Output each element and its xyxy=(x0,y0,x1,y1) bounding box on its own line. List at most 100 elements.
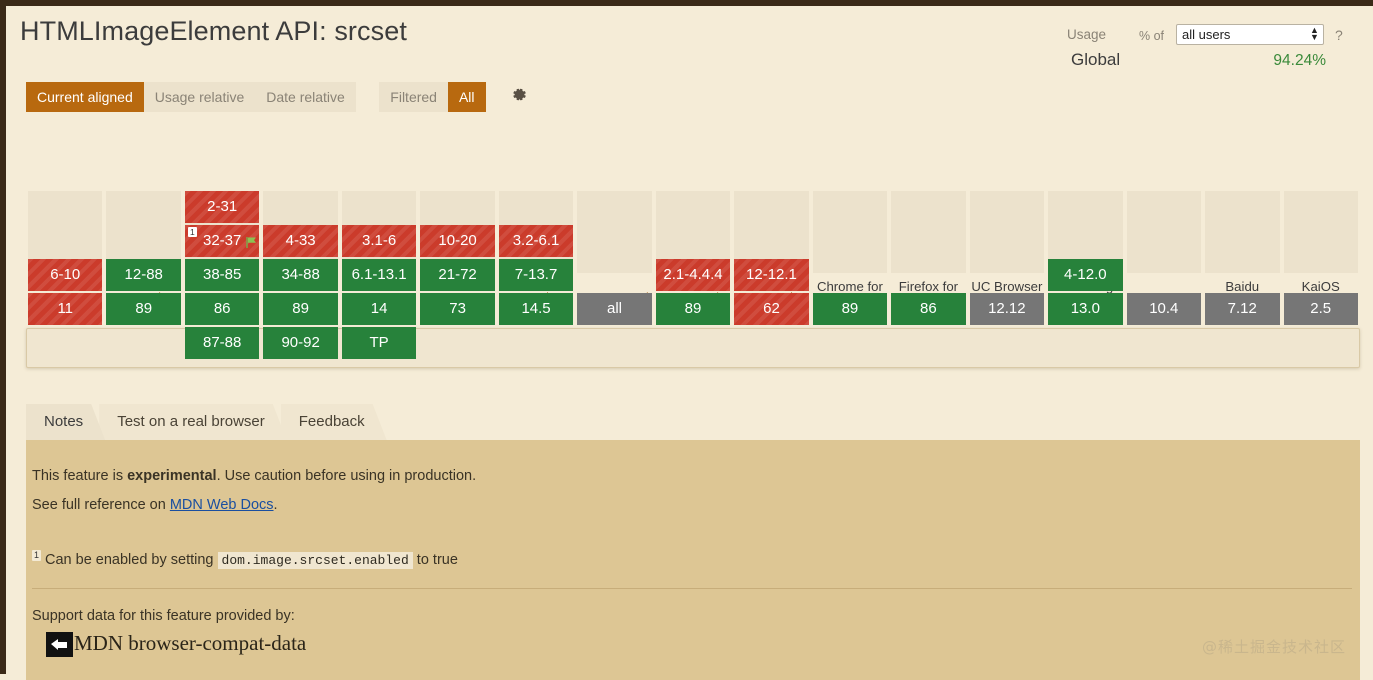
version-cell[interactable]: 32-37 1 xyxy=(184,225,260,257)
browser-column-baidu-browser[interactable]: Baidu Browser7.12 xyxy=(1203,126,1281,371)
divider xyxy=(32,588,1352,589)
user-scope-select-wrap: all userstracked desktop browsers ▲▼ xyxy=(1176,24,1324,45)
version-label: 2-31 xyxy=(207,198,238,215)
browser-support-table: IE6-1011Edge*12-8889Firefox2-3132-37138-… xyxy=(26,126,1360,371)
version-cell[interactable]: all xyxy=(577,293,652,325)
version-label: 87-88 xyxy=(202,334,242,351)
version-cell[interactable]: 2-31 xyxy=(184,191,260,223)
version-cell[interactable]: 3.1-6 xyxy=(341,225,417,257)
version-cell[interactable]: 4-33 xyxy=(263,225,338,257)
help-icon[interactable]: ? xyxy=(1335,27,1343,43)
version-cell[interactable]: 12-88 xyxy=(106,259,181,291)
browser-version-cells: 86 xyxy=(889,191,967,371)
view-date-relative[interactable]: Date relative xyxy=(255,82,356,112)
version-cell[interactable]: 87-88 xyxy=(184,327,260,359)
version-label: 6.1-13.1 xyxy=(351,266,407,283)
version-cell[interactable]: 10-20 xyxy=(420,225,495,257)
footnote-pref-code: dom.image.srcset.enabled xyxy=(217,552,413,569)
version-cell[interactable]: 13.0 xyxy=(1048,293,1123,325)
version-cell[interactable]: 14.5 xyxy=(498,293,574,325)
version-cell[interactable]: 73 xyxy=(420,293,495,325)
version-label: 32-37 xyxy=(202,232,242,249)
browser-column-opera-mini[interactable]: Opera Mini*all xyxy=(575,126,653,371)
footnote-marker-icon[interactable]: 1 xyxy=(187,227,197,237)
version-cell[interactable]: 89 xyxy=(655,293,731,325)
version-label: 90-92 xyxy=(281,334,320,351)
column-backdrop xyxy=(1205,191,1280,273)
browser-column-kaios-browser[interactable]: KaiOS Browser2.5 xyxy=(1282,126,1360,371)
user-scope-select[interactable]: all userstracked desktop browsers xyxy=(1176,24,1324,45)
version-cell[interactable]: 62 xyxy=(734,293,809,325)
version-cell[interactable]: 90-92 xyxy=(263,327,338,359)
browser-column-firefox-for-android[interactable]: Firefox for Android86 xyxy=(889,126,967,371)
tab-feedback[interactable]: Feedback xyxy=(281,404,387,440)
version-cell[interactable]: 21-72 xyxy=(420,259,495,291)
version-label: 62 xyxy=(763,300,780,317)
filter-filtered[interactable]: Filtered xyxy=(379,82,448,112)
usage-label: Usage xyxy=(1067,27,1107,42)
version-cell[interactable]: 7-13.7 xyxy=(498,259,574,291)
version-cell[interactable]: 10.4 xyxy=(1126,293,1202,325)
view-current-aligned[interactable]: Current aligned xyxy=(26,82,144,112)
version-cell[interactable]: 11 xyxy=(28,293,103,325)
version-label: 7.12 xyxy=(1227,300,1257,317)
view-toolbar: Current aligned Usage relative Date relati… xyxy=(26,82,528,112)
version-cell[interactable]: 7.12 xyxy=(1205,293,1280,325)
version-label: 89 xyxy=(135,300,153,317)
browser-version-cells: 7.12 xyxy=(1203,191,1281,371)
version-cell[interactable]: 6.1-13.1 xyxy=(341,259,417,291)
version-cell[interactable]: 2.1-4.4.4 xyxy=(655,259,731,291)
browser-column-opera-mobile[interactable]: Opera Mobile*12-12.162 xyxy=(732,126,810,371)
version-cell[interactable]: 12.12 xyxy=(969,293,1045,325)
filter-all[interactable]: All xyxy=(447,82,486,112)
version-cell[interactable]: 14 xyxy=(341,293,417,325)
browser-column-uc-browser-for-android[interactable]: UC Browser for Android12.12 xyxy=(968,126,1046,371)
version-cell[interactable]: 34-88 xyxy=(263,259,338,291)
version-label: 4-33 xyxy=(285,232,316,249)
footnote-1: 1 Can be enabled by setting dom.image.src… xyxy=(32,550,458,571)
version-cell[interactable]: TP xyxy=(341,327,417,359)
version-label: 3.2-6.1 xyxy=(512,232,560,249)
version-label: 2.1-4.4.4 xyxy=(663,266,723,283)
browser-column-qq-browser[interactable]: QQ Browser10.4 xyxy=(1125,126,1203,371)
tab-test-on-a-real-browser[interactable]: Test on a real browser xyxy=(99,404,287,440)
browser-column-samsung-internet[interactable]: Samsung Internet4-12.013.0 xyxy=(1046,126,1124,371)
version-label: 89 xyxy=(292,300,309,317)
version-cell[interactable]: 89 xyxy=(812,293,888,325)
version-label: 3.1-6 xyxy=(362,232,397,249)
version-label: 7-13.7 xyxy=(514,266,558,283)
version-cell[interactable]: 2.5 xyxy=(1283,293,1358,325)
tab-notes[interactable]: Notes xyxy=(26,404,105,440)
browser-column-android-browser[interactable]: Android Browser*2.1-4.4.489 xyxy=(654,126,732,371)
version-cell[interactable]: 4-12.0 xyxy=(1048,259,1123,291)
browser-version-cells: 6-10 11 xyxy=(26,191,104,371)
version-cell[interactable]: 38-85 xyxy=(184,259,260,291)
gear-icon[interactable] xyxy=(506,82,528,112)
browser-column-safari-on-ios[interactable]: Safari on iOS*3.2-6.17-13.714.5 xyxy=(497,126,575,371)
version-cell[interactable]: 89 xyxy=(106,293,181,325)
version-cell[interactable]: 6-10 xyxy=(28,259,103,291)
version-label: 10-20 xyxy=(438,232,477,249)
view-usage-relative[interactable]: Usage relative xyxy=(143,82,256,112)
browser-version-cells: 89 xyxy=(811,191,889,371)
footnote-text-b: to true xyxy=(412,552,458,568)
column-backdrop xyxy=(577,191,652,273)
mdn-web-docs-link[interactable]: MDN Web Docs xyxy=(169,497,274,513)
browser-column-chrome-for-android[interactable]: Chrome for Android89 xyxy=(811,126,889,371)
mdn-logo-icon xyxy=(46,632,73,657)
browser-version-cells: 12-88 89 xyxy=(104,191,182,371)
version-cell[interactable]: 89 xyxy=(263,293,338,325)
version-cell[interactable]: 86 xyxy=(184,293,260,325)
browser-columns: IE6-1011Edge*12-8889Firefox2-3132-37138-… xyxy=(26,126,1360,371)
footnote-text-a: Can be enabled by setting xyxy=(45,552,218,568)
version-cell[interactable]: 3.2-6.1 xyxy=(498,225,574,257)
info-tabs: Notes Test on a real browser Feedback xyxy=(26,404,381,440)
version-cell[interactable]: 86 xyxy=(891,293,966,325)
version-cell[interactable]: 12-12.1 xyxy=(734,259,809,291)
